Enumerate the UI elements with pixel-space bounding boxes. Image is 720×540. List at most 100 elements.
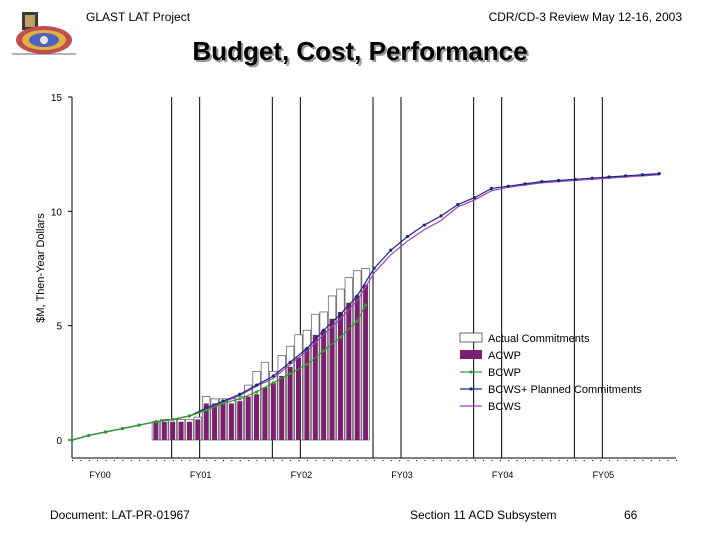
bcws-planned-point xyxy=(540,180,544,184)
month-dot xyxy=(273,460,275,461)
month-dot xyxy=(432,460,434,461)
legend-label: Actual Commitments xyxy=(488,333,590,345)
acwp-bar xyxy=(178,421,184,440)
acwp-bar xyxy=(245,396,251,440)
month-dot xyxy=(508,460,510,461)
bcwp-point xyxy=(364,303,368,307)
bcwp-point xyxy=(221,401,225,406)
month-dot xyxy=(457,460,459,461)
month-dot xyxy=(332,460,334,461)
bcws-planned-point xyxy=(456,202,460,207)
x-tick-label: FY05 xyxy=(593,470,615,480)
month-dot xyxy=(441,460,443,461)
month-dot xyxy=(390,460,392,461)
bcws-planned-point xyxy=(556,178,561,183)
acwp-bar xyxy=(321,330,327,440)
month-dot xyxy=(122,460,124,461)
section-label: Section 11 ACD Subsystem xyxy=(410,508,557,522)
month-dot xyxy=(239,460,241,461)
month-dot xyxy=(290,460,292,461)
acwp-bar xyxy=(287,366,293,440)
document-number: Document: LAT-PR-01967 xyxy=(50,508,190,522)
bcwp-point xyxy=(70,438,74,442)
month-dot xyxy=(449,460,451,461)
bcwp-point xyxy=(355,319,359,323)
month-dot xyxy=(139,460,141,461)
bcws-planned-point xyxy=(489,186,494,191)
month-dot xyxy=(365,460,367,461)
page-number: 66 xyxy=(624,508,638,522)
bcwp-point xyxy=(137,423,141,427)
month-dot xyxy=(415,460,417,461)
legend-marker-bcws-planned xyxy=(469,387,473,391)
month-dot xyxy=(323,460,325,461)
bcws-planned-point xyxy=(473,196,477,200)
month-dot xyxy=(642,460,644,461)
month-dot xyxy=(147,460,149,461)
month-dot xyxy=(424,460,426,461)
acwp-bar xyxy=(304,348,310,440)
review-label: CDR/CD-3 Review May 12-16, 2003 xyxy=(488,10,682,24)
acwp-bar xyxy=(220,403,226,440)
month-dot xyxy=(197,460,199,461)
month-dot xyxy=(80,460,82,461)
month-dot xyxy=(600,460,602,461)
bcws-planned-point xyxy=(221,399,225,403)
month-dot xyxy=(348,460,350,461)
y-axis-title: $M, Then-Year Dollars xyxy=(35,213,47,323)
bcws-planned-point xyxy=(607,175,611,179)
month-dot xyxy=(164,460,166,461)
month-dot xyxy=(676,460,677,461)
month-dot xyxy=(155,460,157,461)
acwp-bar xyxy=(203,403,209,440)
month-dot xyxy=(407,460,409,461)
month-dot xyxy=(206,460,208,461)
legend-swatch-actual xyxy=(459,332,483,343)
legend-label: BCWS+ Planned Commitments xyxy=(488,384,642,396)
legend-swatch-acwp xyxy=(460,350,482,359)
acwp-bar xyxy=(170,421,176,440)
month-dot xyxy=(525,460,526,461)
acwp-bar xyxy=(161,421,167,440)
acwp-bar xyxy=(363,284,369,440)
acwp-bar xyxy=(228,403,234,440)
month-dot xyxy=(256,460,258,461)
acwp-bar xyxy=(195,419,201,440)
bcwp-point xyxy=(187,414,192,418)
month-dot xyxy=(625,460,627,461)
acwp-bar xyxy=(337,311,343,440)
month-dot xyxy=(172,460,174,461)
month-dot xyxy=(231,460,233,461)
month-dot xyxy=(113,460,115,461)
month-dot xyxy=(281,460,283,461)
month-dot xyxy=(583,460,585,461)
bcwp-point xyxy=(171,417,175,422)
month-dot xyxy=(264,460,266,461)
month-dot xyxy=(189,460,191,461)
bcwp-point xyxy=(271,381,275,385)
x-tick-label: FY00 xyxy=(89,470,111,480)
month-dot xyxy=(575,460,577,461)
month-dot xyxy=(88,460,90,461)
month-dot xyxy=(340,460,342,461)
month-dot xyxy=(374,460,375,461)
acwp-bar xyxy=(186,421,192,440)
bcws-planned-point xyxy=(523,182,527,186)
month-dot xyxy=(248,460,250,461)
legend-marker-bcwp xyxy=(469,370,473,374)
bcws-planned-point xyxy=(422,223,426,227)
month-dot xyxy=(659,460,661,461)
acwp-bar xyxy=(254,394,260,440)
bcws-planned-point xyxy=(657,172,661,176)
y-tick-label: 0 xyxy=(56,436,62,447)
month-dot xyxy=(516,460,518,461)
bcws-planned-point xyxy=(305,346,309,351)
x-tick-label: FY01 xyxy=(190,470,212,480)
project-label: GLAST LAT Project xyxy=(86,10,191,24)
glast-logo-icon xyxy=(12,12,76,55)
month-dot xyxy=(181,460,183,461)
acwp-bar xyxy=(295,357,302,440)
bcwp-point xyxy=(154,420,158,424)
x-tick-label: FY04 xyxy=(492,470,514,480)
acwp-bar xyxy=(346,302,352,440)
